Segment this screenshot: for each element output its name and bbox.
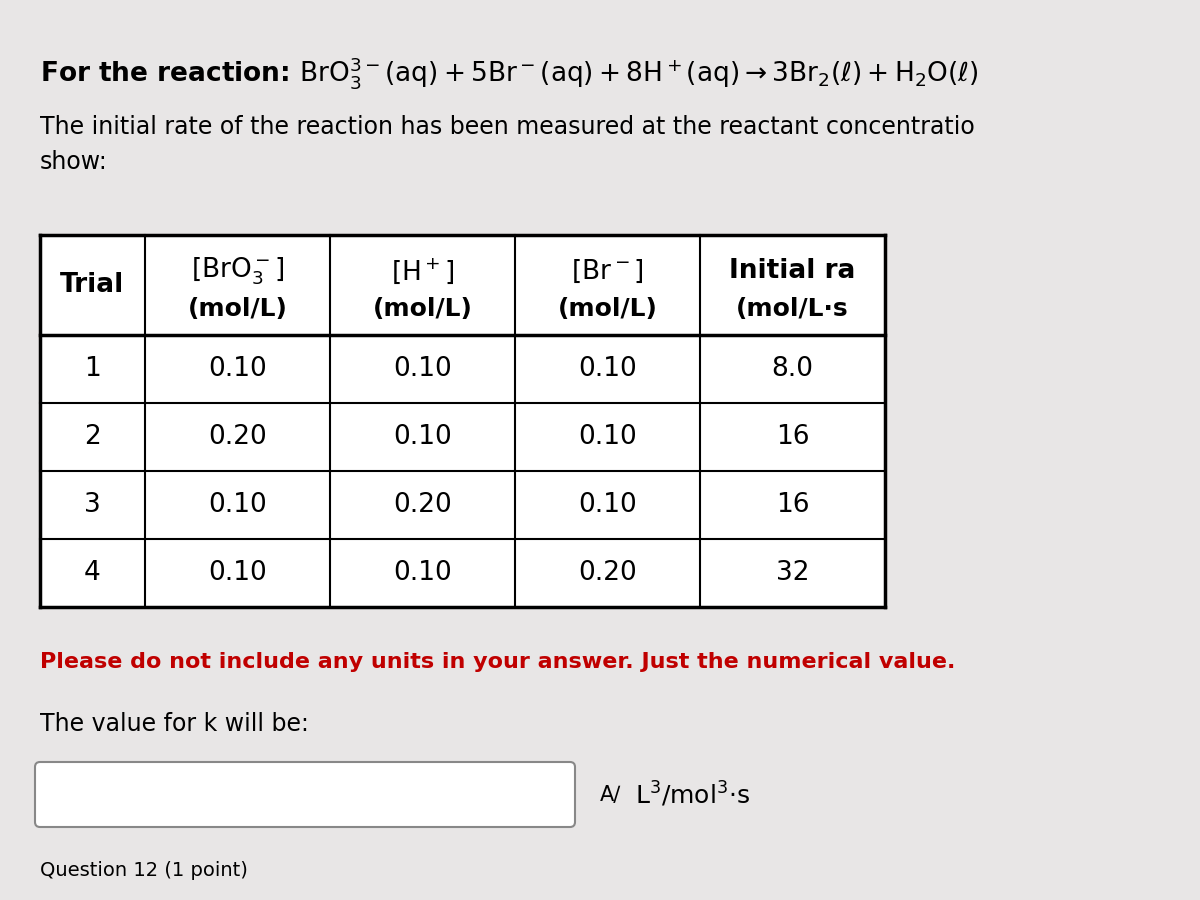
Text: 0.10: 0.10 [394, 424, 452, 450]
Text: 0.10: 0.10 [208, 492, 266, 518]
Text: 8.0: 8.0 [772, 356, 814, 382]
Text: 0.10: 0.10 [208, 356, 266, 382]
Text: Please do not include any units in your answer. Just the numerical value.: Please do not include any units in your … [40, 652, 955, 672]
Text: 0.20: 0.20 [208, 424, 266, 450]
Text: 4: 4 [84, 560, 101, 586]
Text: 2: 2 [84, 424, 101, 450]
Text: $\mathrm{[Br^-]}$: $\mathrm{[Br^-]}$ [571, 257, 644, 284]
Text: 0.10: 0.10 [578, 356, 637, 382]
Text: Question 12 (1 point): Question 12 (1 point) [40, 861, 248, 880]
Text: 32: 32 [775, 560, 809, 586]
Text: 0.10: 0.10 [578, 424, 637, 450]
Bar [40, 235, 886, 607]
Text: 0.10: 0.10 [578, 492, 637, 518]
Text: For the reaction: $\mathrm{BrO_3^{3-}(aq) + 5Br^-(aq) + 8H^+(aq) \rightarrow 3Br: For the reaction: $\mathrm{BrO_3^{3-}(aq… [40, 55, 979, 91]
Text: (mol/L): (mol/L) [558, 297, 658, 321]
Text: 3: 3 [84, 492, 101, 518]
Text: 0.10: 0.10 [394, 560, 452, 586]
Text: A∕: A∕ [600, 785, 622, 805]
Text: $\mathrm{[H^+]}$: $\mathrm{[H^+]}$ [391, 256, 455, 285]
FancyBboxPatch shape [35, 762, 575, 827]
Text: (mol/L·s: (mol/L·s [736, 297, 848, 321]
Text: 16: 16 [775, 492, 809, 518]
Text: (mol/L): (mol/L) [372, 297, 473, 321]
Text: 0.10: 0.10 [394, 356, 452, 382]
Text: $\mathrm{L^3/mol^3{\cdot}s}$: $\mathrm{L^3/mol^3{\cdot}s}$ [635, 780, 750, 809]
Text: The initial rate of the reaction has been measured at the reactant concentratio
: The initial rate of the reaction has bee… [40, 115, 974, 175]
Text: Trial: Trial [60, 272, 125, 298]
Text: 0.20: 0.20 [578, 560, 637, 586]
Text: 16: 16 [775, 424, 809, 450]
Text: 1: 1 [84, 356, 101, 382]
Text: Initial ra: Initial ra [730, 258, 856, 284]
Text: $\mathrm{[BrO_3^-]}$: $\mathrm{[BrO_3^-]}$ [191, 256, 284, 287]
Text: 0.10: 0.10 [208, 560, 266, 586]
Text: 0.20: 0.20 [394, 492, 452, 518]
Text: The value for k will be:: The value for k will be: [40, 712, 308, 736]
Text: (mol/L): (mol/L) [187, 297, 288, 321]
